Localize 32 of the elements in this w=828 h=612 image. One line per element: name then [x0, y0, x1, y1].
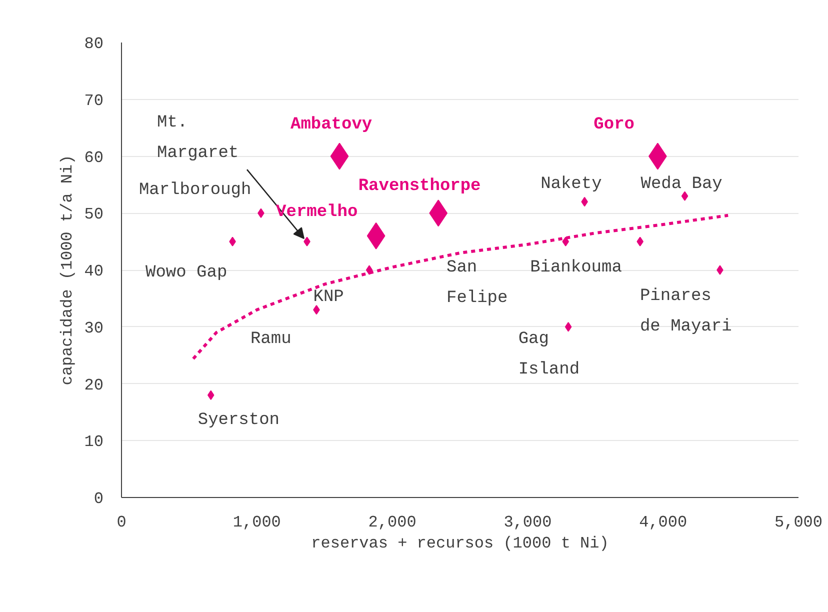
annotation: Gag Island: [518, 330, 580, 380]
annotation: Biankouma: [530, 258, 622, 278]
y-tick-label: 40: [84, 262, 104, 280]
x-tick-label: 2,000: [368, 514, 416, 532]
annotation: Pinares de Mayari: [640, 287, 732, 336]
y-axis-title: capacidade (1000 t/a Ni): [58, 154, 76, 386]
y-tick-label: 50: [84, 206, 104, 224]
x-tick-label: 0: [116, 514, 126, 532]
y-tick-label: 20: [84, 376, 104, 394]
annotation: Syerston: [198, 411, 280, 430]
x-axis-title: reservas + recursos (1000 t Ni): [311, 534, 609, 552]
annotation: San Felipe: [446, 258, 508, 308]
annotation: KNP: [313, 288, 344, 307]
annotation: Ramu: [250, 330, 292, 349]
annotation: Ravensthorpe: [358, 177, 481, 196]
annotation: Weda Bay: [640, 175, 722, 194]
annotation: Nakety: [540, 174, 602, 194]
y-tick-label: 60: [84, 148, 104, 167]
y-tick-label: 70: [84, 92, 104, 110]
annotation: Goro: [594, 115, 634, 134]
x-tick-label: 5,000: [774, 514, 823, 532]
y-tick-label: 10: [84, 433, 104, 452]
annotation: Mt. Margaret: [157, 114, 239, 163]
x-tick-label: 1,000: [232, 514, 281, 532]
annotation: Wowo Gap: [146, 264, 228, 283]
annotation: Marlborough: [138, 181, 252, 200]
y-tick-label: 80: [84, 35, 104, 53]
x-tick-label: 3,000: [504, 514, 552, 532]
annotation: Ambatovy: [290, 115, 372, 134]
y-tick-label: 0: [94, 490, 104, 508]
x-tick-label: 4,000: [639, 514, 688, 532]
y-tick-label: 30: [84, 319, 104, 338]
